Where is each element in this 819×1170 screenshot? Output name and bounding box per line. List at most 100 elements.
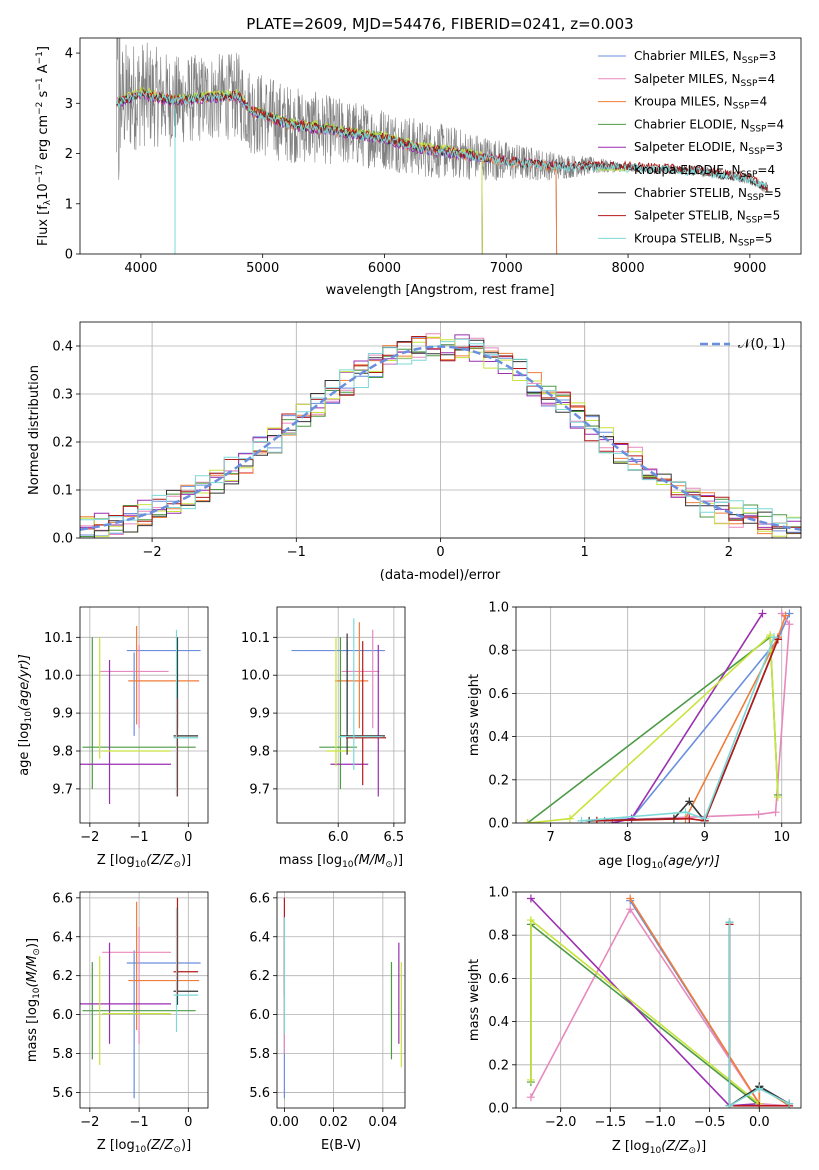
x-tick-label: −1 <box>129 830 148 845</box>
label-part: )] <box>181 1138 191 1153</box>
axes-frame: 6.0 6.5 9.7 9.8 9.9 10.0 10.1 <box>241 606 406 845</box>
axes-box <box>79 606 209 824</box>
y-tick-label: 0.8 <box>488 644 509 659</box>
y-tick-label: 5.8 <box>249 1047 270 1062</box>
legend-label: Salpeter STELIB, NSSP=5 <box>634 209 780 226</box>
axes-frame: −2 −1 0 5.6 5.8 6.0 6.2 6.4 6.6 <box>52 891 209 1130</box>
x-axis-label: Z [log10(Z/Z⊙)] <box>97 853 191 870</box>
y-axis-label: Flux [fλ10−17 erg cm−2 s−1 A−1] <box>35 46 53 246</box>
label-part: (age/yr)] <box>17 654 32 711</box>
x-tick-label: 0.0 <box>749 1115 770 1130</box>
weight-marker <box>523 819 532 823</box>
y-tick-label: 0.2 <box>52 436 73 451</box>
legend-label: Kroupa ELODIE, NSSP=4 <box>634 163 775 180</box>
weight-marker <box>592 816 601 823</box>
weight-marker <box>781 611 790 620</box>
y-tick-label: 6.0 <box>52 1008 73 1023</box>
y-tick-label: 1.0 <box>488 886 509 901</box>
legend-label: Kroupa MILES, NSSP=4 <box>634 95 767 112</box>
label-part: SSP <box>738 238 755 248</box>
legend-label: Salpeter MILES, NSSP=4 <box>634 72 775 89</box>
label-part: mass [log <box>25 999 40 1062</box>
legend-label: Chabrier MILES, NSSP=3 <box>634 49 776 66</box>
label-part: =5 <box>755 231 773 245</box>
weight-line <box>581 636 775 822</box>
label-part: (Z/Z <box>146 853 174 868</box>
y-tick-label: 0.2 <box>488 773 509 788</box>
y-tick-label: 6.4 <box>249 930 270 945</box>
x-tick-label: 0.04 <box>368 1115 397 1130</box>
legend-label: Chabrier ELODIE, NSSP=4 <box>634 117 784 134</box>
x-tick-label: −1.5 <box>595 1115 627 1130</box>
x-tick-label: 0 <box>184 830 192 845</box>
y-tick-label: 0.4 <box>52 340 73 355</box>
axes-box <box>79 891 209 1109</box>
x-tick-label: 9 <box>701 830 709 845</box>
mass-vs-metallicity-panel: −2 −1 05.65.86.06.26.46.6Z [log10(Z/Z⊙)]ma… <box>25 891 209 1155</box>
grid <box>80 607 208 823</box>
label-part: )] <box>181 853 191 868</box>
label-part: ⊙ <box>688 1146 696 1156</box>
label-part: Kroupa MILES, N <box>634 95 733 109</box>
plot-area <box>80 333 801 538</box>
x-tick-label: 0 <box>184 1115 192 1130</box>
y-tick-label: 3 <box>65 97 73 112</box>
label-part: )] <box>25 938 40 948</box>
y-tick-label: 10.1 <box>241 631 270 646</box>
label-part: SSP <box>742 56 759 66</box>
age-vs-metallicity-panel: −2 −1 09.79.89.910.010.1Z [log10(Z/Z⊙)]age… <box>17 606 209 870</box>
weight-line <box>596 639 779 822</box>
x-tick-label: 7000 <box>490 261 523 276</box>
y-tick-label: 1.0 <box>488 601 509 616</box>
plot-area <box>116 38 769 254</box>
label-part: 10 <box>342 860 354 870</box>
weight-marker <box>626 905 635 914</box>
weight-marker <box>725 1101 734 1108</box>
axes-box <box>276 891 406 1109</box>
label-part: Chabrier MILES, N <box>634 49 742 63</box>
y-tick-label: 0.3 <box>52 388 73 403</box>
spectrum-panel: 4000 5000 6000 7000 8000 9000 0 1 2 3 4 wavelength … <box>35 37 802 298</box>
y-tick-label: 0 <box>65 248 73 263</box>
weight-marker <box>685 814 694 823</box>
axes-frame: 7 8 9 10 0.0 0.2 0.4 0.6 0.8 1.0 <box>488 601 802 845</box>
weight-vs-metallicity-panel: −2.0 −1.5 −1.0 −0.5 0.0 0.0 0.2 0.4 0.6 0.8 1.0 Z [… <box>467 886 802 1156</box>
label-part: λ <box>43 199 53 205</box>
residuals-panel: −2 −1 0 1 2 0.0 0.1 0.2 0.3 0.4 𝒩(0, 1) (data-model… <box>27 321 802 583</box>
label-part: =4 <box>757 163 775 177</box>
label-part: =4 <box>766 117 784 131</box>
axes-box <box>276 606 406 824</box>
plot-area <box>291 618 387 797</box>
label-part: ⊙ <box>32 948 42 956</box>
weight-marker <box>681 808 690 817</box>
y-tick-label: 0.2 <box>488 1058 509 1073</box>
y-axis-label: mass weight <box>467 959 482 1041</box>
y-tick-label: 6.2 <box>52 969 73 984</box>
weight-line <box>530 897 760 1107</box>
label-part: age [log <box>17 723 32 776</box>
y-tick-label: 10.0 <box>241 669 270 684</box>
age-vs-mass-panel: 6.0 6.5 9.7 9.8 9.9 10.0 10.1 mass [log10(M/M⊙)… <box>241 606 406 870</box>
weight-marker <box>785 1099 794 1108</box>
grid <box>516 891 801 1109</box>
y-tick-label: 6.4 <box>52 930 73 945</box>
label-part: (Z/Z <box>661 1139 689 1154</box>
label-part: SSP <box>741 170 758 180</box>
label-part: =4 <box>757 72 775 86</box>
axes-frame: −2 −1 0 1 2 0.0 0.1 0.2 0.3 0.4 <box>52 321 802 560</box>
label-part: SSP <box>750 124 767 134</box>
y-axis-label: mass [log10(M/M⊙)] <box>25 938 42 1062</box>
weight-line <box>530 907 790 1107</box>
label-part: −2 <box>35 102 45 115</box>
weight-marker <box>700 814 709 823</box>
weight-marker <box>785 620 794 629</box>
y-tick-label: 5.6 <box>249 1086 270 1101</box>
grid <box>516 606 801 824</box>
x-tick-label: 0.00 <box>270 1115 299 1130</box>
figure-title: PLATE=2609, MJD=54476, FIBERID=0241, z=0… <box>246 15 633 33</box>
x-axis-label: Z [log10(Z/Z⊙)] <box>612 1139 706 1156</box>
label-part: Z [log <box>612 1139 650 1154</box>
plot-area <box>526 894 794 1108</box>
plot-area <box>523 609 794 823</box>
